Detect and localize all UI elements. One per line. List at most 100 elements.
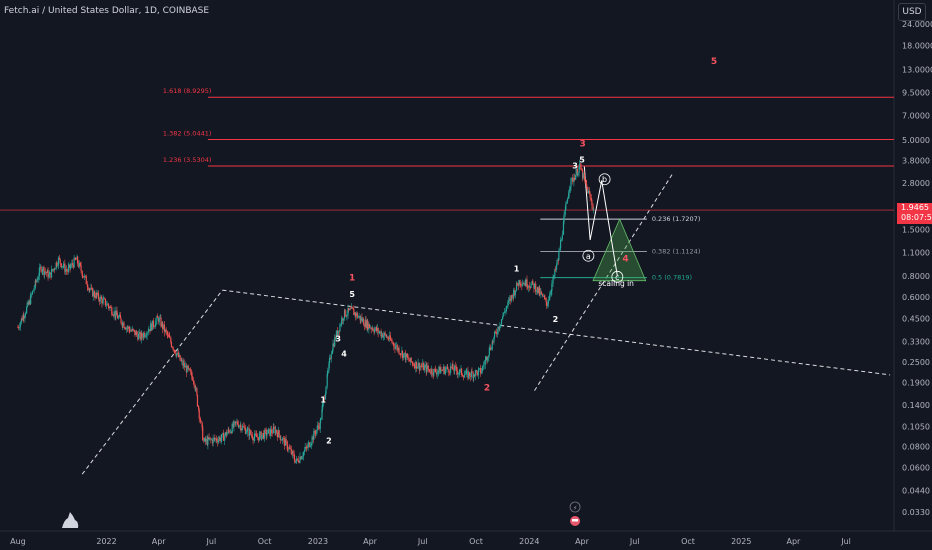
candle-body bbox=[251, 435, 254, 439]
candle-body bbox=[323, 398, 325, 404]
candle-body bbox=[83, 275, 86, 278]
candle-body bbox=[497, 326, 499, 334]
candle-body bbox=[215, 438, 218, 441]
wave-label: 1 bbox=[514, 264, 520, 273]
candle-body bbox=[554, 269, 556, 277]
candle-body bbox=[552, 277, 554, 284]
candle-body bbox=[555, 264, 558, 270]
candle-body bbox=[463, 374, 466, 378]
candle-body bbox=[31, 291, 34, 295]
candle-body bbox=[523, 282, 525, 285]
candle-body bbox=[268, 428, 270, 430]
candle-body bbox=[192, 380, 195, 382]
candle-body bbox=[572, 177, 574, 182]
candle-body bbox=[334, 337, 336, 347]
candle-body bbox=[122, 322, 124, 326]
candle-body bbox=[199, 418, 201, 421]
fib-level-label: 0.5 (0.7819) bbox=[652, 274, 692, 282]
candle-body bbox=[94, 296, 96, 298]
candle-body bbox=[290, 449, 292, 455]
candle-body bbox=[398, 348, 400, 354]
candle-body bbox=[41, 270, 43, 272]
candle-body bbox=[177, 352, 179, 357]
candle-body bbox=[339, 324, 341, 332]
candle-body bbox=[568, 192, 570, 199]
candle-body bbox=[48, 273, 50, 278]
candle-body bbox=[550, 290, 552, 294]
candle-body bbox=[254, 433, 256, 437]
candle-body bbox=[408, 360, 411, 362]
candle-body bbox=[345, 316, 347, 317]
candle-body bbox=[73, 257, 75, 268]
candle-body bbox=[419, 366, 421, 370]
candle-body bbox=[70, 266, 72, 269]
candle-body bbox=[19, 327, 21, 329]
candle-body bbox=[325, 386, 327, 394]
candle-body bbox=[360, 317, 362, 321]
candle-body bbox=[103, 298, 105, 300]
candle-body bbox=[86, 284, 89, 288]
candle-body bbox=[590, 197, 592, 201]
circled-wave-marker bbox=[611, 270, 624, 283]
candle-body bbox=[411, 362, 413, 363]
candle-body bbox=[429, 369, 431, 372]
candle-body bbox=[579, 163, 581, 167]
candle-body bbox=[414, 365, 416, 369]
y-tick-label: 0.3300 bbox=[902, 337, 930, 346]
candle-body bbox=[522, 283, 525, 285]
candle-body bbox=[307, 444, 309, 448]
candle-body bbox=[146, 332, 148, 336]
projection-path bbox=[583, 166, 618, 276]
candle-body bbox=[209, 438, 211, 440]
candle-body bbox=[308, 442, 310, 445]
candle-body bbox=[393, 343, 395, 347]
candle-body bbox=[331, 350, 334, 354]
candle-body bbox=[509, 298, 511, 301]
candle-body bbox=[68, 264, 70, 268]
candle-body bbox=[570, 178, 572, 187]
candle-body bbox=[189, 368, 191, 371]
candle-body bbox=[171, 346, 174, 348]
candle-body bbox=[93, 291, 95, 297]
candle-body bbox=[577, 172, 579, 176]
candle-body bbox=[462, 376, 464, 378]
candle-body bbox=[559, 248, 561, 252]
candle-body bbox=[382, 335, 384, 338]
x-tick-label: Oct bbox=[469, 537, 483, 546]
candle-body bbox=[391, 340, 393, 343]
annotation-text: scaling in bbox=[598, 279, 634, 288]
currency-button[interactable]: USD bbox=[898, 3, 926, 21]
event-lightning-icon bbox=[569, 501, 581, 513]
candle-body bbox=[513, 289, 515, 298]
x-tick-label: Apr bbox=[152, 537, 167, 546]
candle-body bbox=[506, 306, 508, 309]
candle-body bbox=[551, 283, 553, 291]
candle-body bbox=[566, 198, 569, 202]
candle-body bbox=[573, 177, 575, 182]
candle-body bbox=[243, 426, 245, 427]
candle-body bbox=[507, 301, 509, 307]
y-tick-label: 7.0000 bbox=[902, 111, 930, 120]
candle-body bbox=[139, 332, 141, 340]
candle-body bbox=[464, 374, 466, 375]
candle-body bbox=[450, 366, 452, 368]
candle-body bbox=[485, 356, 487, 360]
candle-body bbox=[309, 442, 311, 447]
candle-body bbox=[47, 270, 49, 278]
y-tick-label: 0.1050 bbox=[902, 422, 930, 431]
candle-body bbox=[496, 333, 499, 335]
x-tick-label: 2023 bbox=[308, 537, 328, 546]
candle-body bbox=[539, 288, 541, 295]
candle-body bbox=[231, 423, 233, 433]
candle-body bbox=[147, 331, 149, 333]
channel-trendline bbox=[534, 172, 674, 391]
candle-body bbox=[455, 366, 457, 371]
candle-body bbox=[558, 251, 560, 261]
candle-body bbox=[490, 349, 492, 350]
candle-body bbox=[387, 338, 390, 340]
candle-body bbox=[437, 370, 439, 373]
y-tick-label: 0.0600 bbox=[902, 464, 930, 473]
candle-body bbox=[520, 284, 522, 286]
